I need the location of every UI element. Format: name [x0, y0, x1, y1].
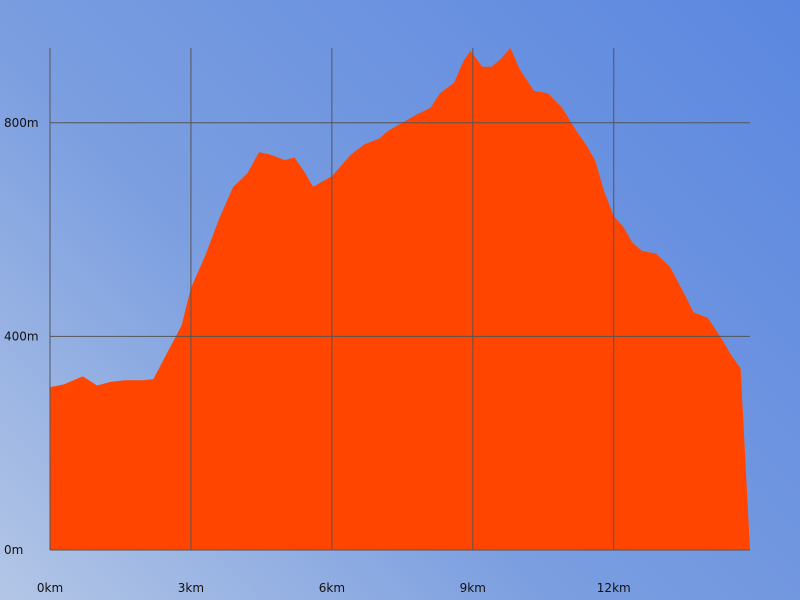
x-tick-label: 3km	[178, 581, 204, 595]
y-tick-label: 400m	[4, 329, 39, 343]
axis-labels: 0km 3km 6km 9km 12km 0m 400m 800m	[4, 116, 631, 595]
grid-lines	[49, 48, 750, 551]
x-tick-label: 0km	[37, 581, 63, 595]
x-tick-label: 6km	[319, 581, 345, 595]
x-tick-label: 12km	[597, 581, 631, 595]
y-tick-label: 0m	[4, 543, 23, 557]
x-tick-label: 9km	[460, 581, 486, 595]
elevation-area	[50, 48, 750, 550]
y-tick-label: 800m	[4, 116, 39, 130]
